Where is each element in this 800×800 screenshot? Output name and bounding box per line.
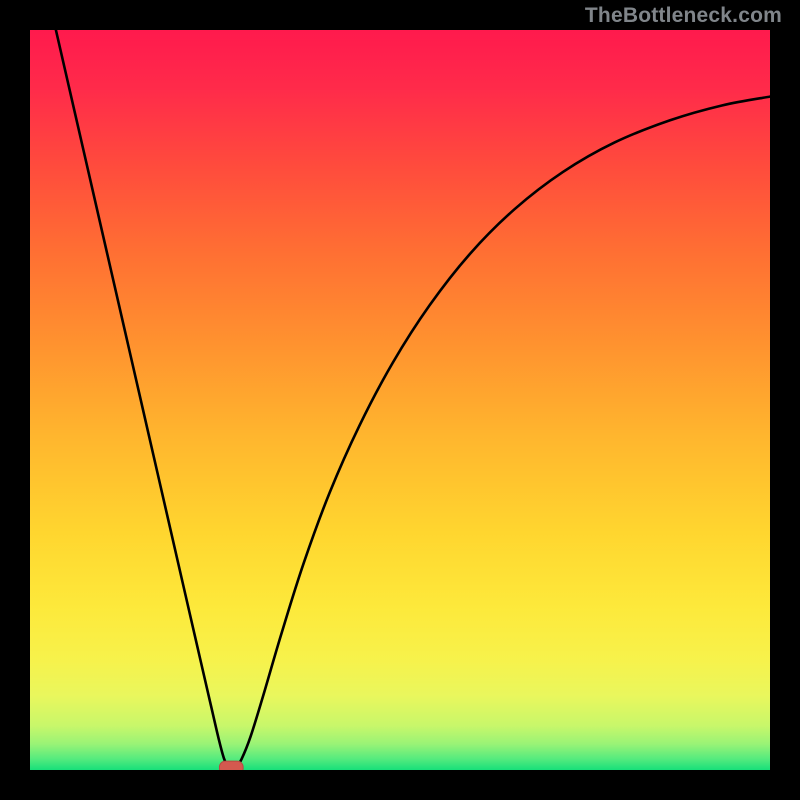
watermark-text: TheBottleneck.com: [585, 4, 782, 28]
chart-frame: TheBottleneck.com: [0, 0, 800, 800]
optimum-marker: [219, 761, 243, 770]
bottleneck-chart: [30, 30, 770, 770]
plot-area: [30, 30, 770, 770]
